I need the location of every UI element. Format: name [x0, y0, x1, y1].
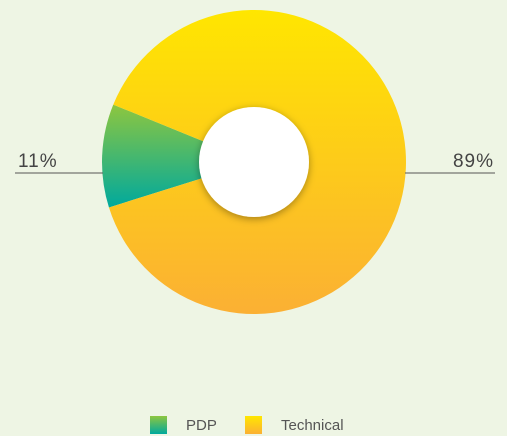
donut-hole — [199, 107, 309, 217]
pie-slice — [102, 104, 255, 208]
value-label: 89% — [453, 151, 494, 172]
legend-swatch — [245, 416, 262, 434]
value-label: 11% — [18, 151, 58, 172]
legend-swatch — [150, 416, 167, 434]
legend-label: Technical — [281, 417, 344, 434]
legend-label: PDP — [186, 417, 217, 434]
